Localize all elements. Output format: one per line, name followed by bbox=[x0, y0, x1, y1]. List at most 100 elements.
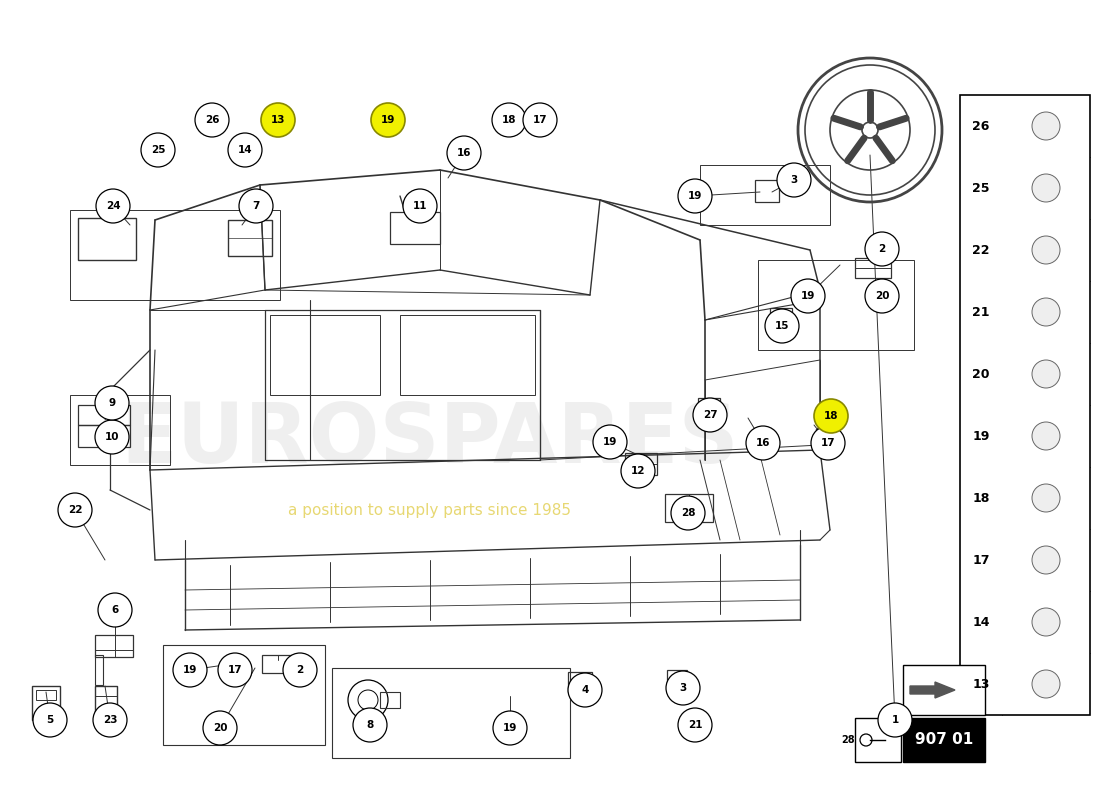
Circle shape bbox=[746, 426, 780, 460]
Text: 3: 3 bbox=[680, 683, 686, 693]
Circle shape bbox=[239, 189, 273, 223]
Bar bbox=[163, 645, 324, 745]
Text: EUROSPARES: EUROSPARES bbox=[121, 399, 739, 481]
Bar bbox=[228, 220, 272, 256]
Circle shape bbox=[814, 399, 848, 433]
Text: 18: 18 bbox=[502, 115, 516, 125]
Text: 19: 19 bbox=[381, 115, 395, 125]
Text: 19: 19 bbox=[183, 665, 197, 675]
Text: 22: 22 bbox=[68, 505, 82, 515]
Text: 16: 16 bbox=[756, 438, 770, 448]
Text: 15: 15 bbox=[774, 321, 790, 331]
Text: 17: 17 bbox=[821, 438, 835, 448]
Circle shape bbox=[1032, 112, 1060, 140]
Bar bbox=[270, 315, 380, 395]
Circle shape bbox=[1032, 670, 1060, 698]
Text: 7: 7 bbox=[252, 201, 260, 211]
Bar bbox=[667, 670, 688, 690]
Circle shape bbox=[447, 136, 481, 170]
Circle shape bbox=[403, 189, 437, 223]
Bar bbox=[32, 686, 60, 720]
Bar bbox=[700, 165, 830, 225]
Text: 1: 1 bbox=[891, 715, 899, 725]
Bar bbox=[855, 258, 891, 278]
Bar bbox=[400, 315, 535, 395]
Circle shape bbox=[865, 232, 899, 266]
Bar bbox=[903, 665, 984, 715]
Circle shape bbox=[96, 189, 130, 223]
Circle shape bbox=[522, 103, 557, 137]
Circle shape bbox=[95, 386, 129, 420]
Circle shape bbox=[1032, 546, 1060, 574]
Bar bbox=[95, 635, 133, 657]
Text: 2: 2 bbox=[879, 244, 886, 254]
Circle shape bbox=[98, 593, 132, 627]
Bar bbox=[332, 668, 570, 758]
Text: 11: 11 bbox=[412, 201, 427, 211]
Text: 20: 20 bbox=[874, 291, 889, 301]
Text: 17: 17 bbox=[532, 115, 548, 125]
Circle shape bbox=[593, 425, 627, 459]
Circle shape bbox=[777, 163, 811, 197]
Circle shape bbox=[621, 454, 654, 488]
Circle shape bbox=[173, 653, 207, 687]
Circle shape bbox=[1032, 484, 1060, 512]
Text: 17: 17 bbox=[228, 665, 242, 675]
Text: 20: 20 bbox=[212, 723, 228, 733]
Circle shape bbox=[568, 673, 602, 707]
Circle shape bbox=[283, 653, 317, 687]
Text: 10: 10 bbox=[104, 432, 119, 442]
Circle shape bbox=[492, 103, 526, 137]
Circle shape bbox=[678, 179, 712, 213]
Text: 4: 4 bbox=[581, 685, 589, 695]
Circle shape bbox=[671, 496, 705, 530]
Text: 19: 19 bbox=[801, 291, 815, 301]
Text: 21: 21 bbox=[688, 720, 702, 730]
Circle shape bbox=[865, 279, 899, 313]
Circle shape bbox=[1032, 236, 1060, 264]
Bar bbox=[262, 655, 294, 673]
Text: 13: 13 bbox=[972, 678, 990, 690]
Text: 19: 19 bbox=[972, 430, 990, 442]
Circle shape bbox=[811, 426, 845, 460]
Circle shape bbox=[1032, 360, 1060, 388]
Text: 19: 19 bbox=[503, 723, 517, 733]
Text: 22: 22 bbox=[972, 243, 990, 257]
Circle shape bbox=[33, 703, 67, 737]
Circle shape bbox=[218, 653, 252, 687]
Text: 23: 23 bbox=[102, 715, 118, 725]
Bar bbox=[758, 260, 914, 350]
Circle shape bbox=[1032, 608, 1060, 636]
Circle shape bbox=[791, 279, 825, 313]
Circle shape bbox=[353, 708, 387, 742]
Text: 28: 28 bbox=[842, 735, 855, 745]
Bar bbox=[960, 95, 1090, 715]
Circle shape bbox=[764, 309, 799, 343]
Circle shape bbox=[195, 103, 229, 137]
Bar bbox=[78, 405, 130, 425]
Polygon shape bbox=[910, 682, 955, 698]
Bar bbox=[855, 718, 901, 762]
Bar bbox=[78, 218, 136, 260]
Bar bbox=[770, 308, 792, 328]
Bar bbox=[379, 692, 400, 708]
Text: 14: 14 bbox=[238, 145, 252, 155]
Bar bbox=[625, 453, 657, 475]
Circle shape bbox=[878, 703, 912, 737]
Bar bbox=[698, 398, 720, 416]
Text: 19: 19 bbox=[603, 437, 617, 447]
Circle shape bbox=[493, 711, 527, 745]
Text: 5: 5 bbox=[46, 715, 54, 725]
Circle shape bbox=[94, 703, 126, 737]
Bar bbox=[70, 210, 280, 300]
Text: 16: 16 bbox=[456, 148, 471, 158]
Bar bbox=[666, 494, 713, 522]
Circle shape bbox=[371, 103, 405, 137]
Text: a position to supply parts since 1985: a position to supply parts since 1985 bbox=[288, 502, 572, 518]
Text: 27: 27 bbox=[703, 410, 717, 420]
Text: 2: 2 bbox=[296, 665, 304, 675]
Circle shape bbox=[95, 420, 129, 454]
Text: 12: 12 bbox=[630, 466, 646, 476]
Bar bbox=[70, 395, 170, 465]
Circle shape bbox=[693, 398, 727, 432]
